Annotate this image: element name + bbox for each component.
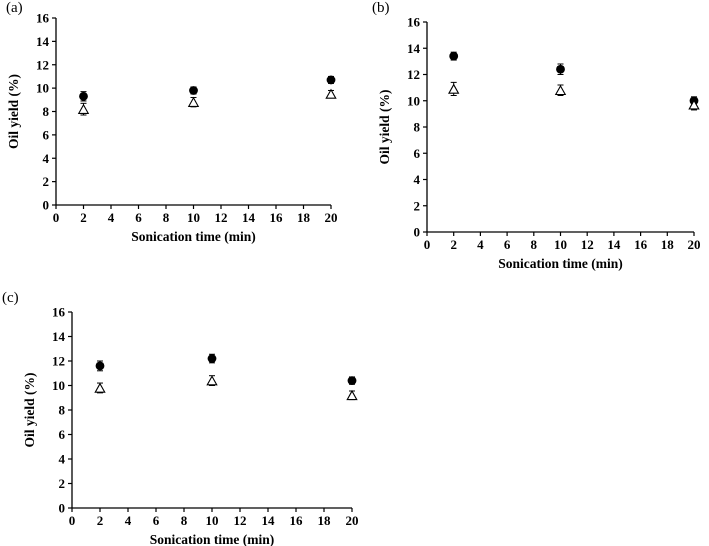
y-tick-label: 12 — [36, 57, 49, 72]
x-tick-label: 20 — [325, 210, 338, 225]
x-tick-label: 12 — [581, 237, 594, 252]
data-point-circle — [95, 361, 105, 371]
data-point-triangle — [206, 375, 218, 386]
y-tick-label: 16 — [36, 11, 50, 26]
y-axis-title: Oil yield (%) — [22, 373, 37, 448]
panel-b: (b) 0 2 4 6 8 10 12 14 16 0 2 4 6 8 10 12 14 16 18 20 Sonica… — [365, 0, 709, 290]
y-tick-label: 4 — [59, 452, 66, 467]
y-tick-label: 10 — [407, 93, 420, 108]
chart-c: 0 2 4 6 8 10 12 14 16 0 2 4 6 8 10 12 14 16 18 20 Sonication… — [0, 290, 380, 546]
y-tick-label: 0 — [59, 501, 66, 516]
x-tick-label: 18 — [297, 210, 311, 225]
data-point-circle — [449, 51, 459, 61]
x-tick-label: 14 — [242, 210, 256, 225]
data-point-circle — [207, 354, 217, 363]
y-tick-label: 6 — [59, 427, 66, 442]
y-tick-label: 8 — [43, 104, 50, 119]
x-tick-label: 16 — [634, 237, 648, 252]
chart-canvas: 0 2 4 6 8 10 12 14 16 0 2 4 6 8 10 12 14 16 18 20 Sonication… — [22, 305, 359, 546]
chart-canvas: 0 2 4 6 8 10 12 14 16 0 2 4 6 8 10 12 14 16 18 20 Sonication… — [377, 15, 701, 272]
x-tick-label: 12 — [234, 513, 247, 528]
y-tick-label: 4 — [43, 151, 50, 166]
x-tick-label: 16 — [270, 210, 284, 225]
x-axis-title: Sonication time (min) — [498, 256, 623, 271]
x-tick-label: 18 — [318, 513, 332, 528]
x-tick-label: 10 — [554, 237, 567, 252]
y-tick-label: 14 — [407, 41, 421, 56]
y-tick-label: 14 — [52, 329, 66, 344]
x-tick-label: 20 — [346, 513, 359, 528]
data-point-triangle — [346, 389, 358, 401]
y-tick-label: 10 — [36, 81, 49, 96]
chart-a: 0 2 4 6 8 10 12 14 16 0 2 4 6 8 10 12 14 16 18 20 Sonication… — [0, 0, 356, 266]
data-point-triangle — [448, 83, 460, 94]
y-tick-label: 10 — [52, 378, 65, 393]
y-tick-label: 14 — [36, 34, 50, 49]
x-tick-label: 4 — [477, 237, 484, 252]
panel-c: (c) 0 2 4 6 8 10 12 14 16 0 2 4 6 8 10 12 14 16 18 20 Sonica… — [0, 290, 380, 546]
y-tick-label: 8 — [414, 120, 421, 135]
x-tick-label: 10 — [206, 513, 219, 528]
y-axis-title: Oil yield (%) — [6, 74, 21, 149]
x-axis-title: Sonication time (min) — [131, 229, 256, 244]
y-tick-label: 2 — [59, 476, 66, 491]
x-tick-label: 8 — [531, 237, 538, 252]
x-tick-label: 2 — [80, 210, 87, 225]
x-tick-label: 0 — [69, 513, 76, 528]
data-point-circle — [326, 75, 336, 85]
y-tick-label: 16 — [52, 305, 66, 320]
y-tick-label: 4 — [414, 172, 421, 187]
data-point-circle — [347, 376, 357, 385]
y-tick-label: 6 — [414, 146, 421, 161]
x-tick-label: 6 — [504, 237, 511, 252]
x-tick-label: 18 — [661, 237, 675, 252]
data-point-circle — [556, 64, 565, 74]
y-tick-label: 0 — [43, 198, 50, 213]
x-tick-label: 0 — [424, 237, 431, 252]
x-tick-label: 2 — [97, 513, 104, 528]
data-point-triangle — [77, 103, 90, 114]
data-point-triangle — [94, 382, 106, 393]
data-point-triangle — [554, 84, 567, 96]
data-point-circle — [79, 91, 88, 101]
x-tick-label: 4 — [125, 513, 132, 528]
y-tick-label: 8 — [59, 403, 66, 418]
panel-label-a: (a) — [6, 0, 23, 16]
y-tick-label: 2 — [43, 174, 50, 189]
x-tick-label: 14 — [262, 513, 276, 528]
data-point-triangle — [325, 88, 337, 99]
x-tick-label: 4 — [108, 210, 115, 225]
x-tick-label: 6 — [135, 210, 142, 225]
x-tick-label: 0 — [53, 210, 60, 225]
x-tick-label: 10 — [187, 210, 200, 225]
y-tick-label: 0 — [414, 225, 421, 240]
data-point-triangle — [187, 96, 200, 107]
x-tick-label: 8 — [181, 513, 188, 528]
y-tick-label: 16 — [407, 15, 421, 30]
x-tick-label: 16 — [290, 513, 304, 528]
y-tick-label: 12 — [407, 67, 420, 82]
data-point-circle — [189, 86, 198, 95]
x-tick-label: 20 — [688, 237, 701, 252]
panel-a: (a) 0 2 4 6 8 10 12 14 16 0 2 4 6 8 10 12 14 16 18 20 Sonica… — [0, 0, 356, 266]
x-tick-label: 2 — [450, 237, 457, 252]
x-tick-label: 6 — [153, 513, 160, 528]
x-tick-label: 12 — [215, 210, 228, 225]
y-tick-label: 6 — [43, 127, 50, 142]
y-tick-label: 12 — [52, 354, 65, 369]
panel-label-c: (c) — [2, 290, 19, 306]
x-axis-title: Sonication time (min) — [150, 532, 275, 546]
x-tick-label: 8 — [163, 210, 170, 225]
panel-label-b: (b) — [372, 0, 390, 16]
data-point-triangle — [688, 99, 700, 110]
chart-canvas: 0 2 4 6 8 10 12 14 16 0 2 4 6 8 10 12 14 16 18 20 Sonication… — [6, 11, 338, 245]
y-axis-title: Oil yield (%) — [377, 90, 392, 165]
x-tick-label: 14 — [607, 237, 621, 252]
chart-b: 0 2 4 6 8 10 12 14 16 0 2 4 6 8 10 12 14 16 18 20 Sonication… — [365, 0, 709, 290]
y-tick-label: 2 — [414, 198, 421, 213]
